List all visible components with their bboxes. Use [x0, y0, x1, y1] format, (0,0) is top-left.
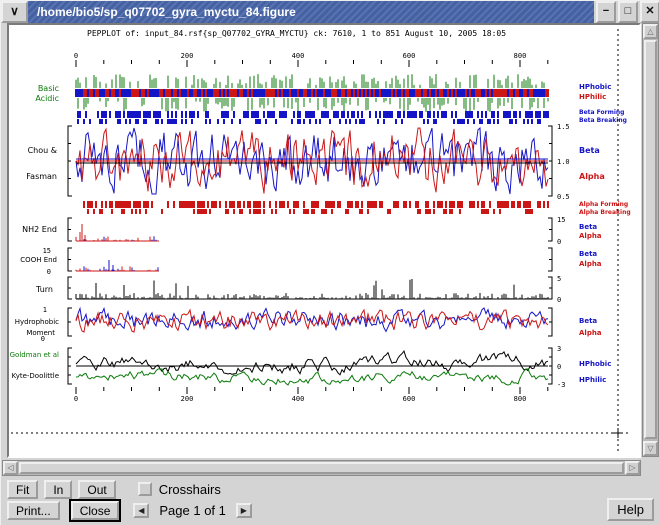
label-alpha-2: Alpha	[579, 232, 602, 240]
top-axis-tick-600: 600	[403, 52, 416, 60]
window-title: /home/bio5/sp_q07702_gyra_myctu_84.figur…	[28, 1, 594, 23]
scroll-down-button[interactable]: ▽	[643, 441, 658, 456]
maximize-button[interactable]: □	[618, 1, 638, 23]
kd-axis-mid: 0	[557, 363, 561, 371]
plot-canvas[interactable]: PEPPLOT of: input_84.rsf{sp_Q07702_GYRA_…	[7, 23, 641, 458]
next-page-button[interactable]: ▶	[235, 503, 252, 518]
maximize-icon: □	[624, 5, 632, 17]
label-turn: Turn	[35, 285, 53, 294]
label-hphilic-top: HPhilic	[579, 93, 606, 101]
triangle-right-icon: ▷	[629, 463, 636, 472]
label-basic: Basic	[38, 84, 59, 93]
scroll-up-button[interactable]: △	[643, 24, 658, 39]
label-kyte: Kyte-Doolittle	[12, 372, 59, 380]
label-cooh-end: COOH End	[20, 256, 57, 264]
horizontal-scrollbar[interactable]: ◁ ▷	[2, 460, 641, 476]
help-button[interactable]: Help	[607, 498, 654, 521]
scroll-left-button[interactable]: ◁	[3, 461, 18, 475]
bottom-axis-tick-800: 800	[514, 395, 527, 403]
close-button[interactable]: Close	[70, 501, 120, 520]
nh2-axis-top: 15	[557, 216, 565, 224]
label-alpha-3: Alpha	[579, 260, 602, 268]
bottom-axis-tick-600: 600	[403, 395, 416, 403]
label-hphobic-top: HPhobic	[579, 83, 611, 91]
page-controls-row: Print... Close ◀ Page 1 of 1 ▶	[7, 500, 256, 521]
label-beta-breaking: Beta Breaking	[579, 117, 627, 124]
label-fasman: Fasman	[26, 172, 57, 181]
label-beta-2: Beta	[579, 223, 597, 231]
turn-axis-top: 5	[557, 275, 561, 283]
zoom-out-button[interactable]: Out	[78, 479, 116, 499]
axis-ticks	[75, 60, 549, 394]
nh2-axis-bottom: 0	[557, 238, 561, 246]
titlebar[interactable]: ∨ /home/bio5/sp_q07702_gyra_myctu_84.fig…	[1, 1, 659, 23]
label-alpha-4: Alpha	[579, 329, 602, 337]
print-button[interactable]: Print...	[7, 501, 60, 520]
prev-page-button[interactable]: ◀	[133, 503, 150, 518]
vertical-scrollbar-thumb[interactable]	[644, 40, 657, 439]
plot-header: PEPPLOT of: input_84.rsf{sp_Q07702_GYRA_…	[87, 29, 506, 38]
top-axis-tick-200: 200	[181, 52, 194, 60]
label-hphobic-bottom: HPhobic	[579, 360, 611, 368]
plot-tracks	[75, 74, 549, 386]
minimize-icon: −	[602, 5, 610, 17]
label-hphilic-bottom: HPhilic	[579, 376, 606, 384]
horizontal-scrollbar-thumb[interactable]	[19, 462, 624, 474]
crosshairs-label: Crosshairs	[158, 481, 221, 497]
chevron-down-icon: ∨	[10, 4, 19, 18]
label-hydrophobic: Hydrophobic	[15, 318, 59, 326]
hyd-axis-bottom: 0	[41, 335, 45, 343]
top-axis-tick-0: 0	[74, 52, 78, 60]
label-beta-1: Beta	[579, 146, 600, 155]
label-beta-3: Beta	[579, 250, 597, 258]
page-prev-icon: ◀	[138, 505, 145, 515]
label-beta-forming: Beta Forming	[579, 109, 624, 116]
triangle-up-icon: △	[647, 26, 654, 36]
label-alpha-1: Alpha	[579, 172, 605, 181]
cf-axis-bottom: 0.5	[557, 193, 570, 201]
label-chou: Chou &	[28, 146, 57, 155]
label-acidic: Acidic	[35, 94, 59, 103]
label-moment: Moment	[26, 329, 55, 337]
close-window-button[interactable]: ✕	[640, 1, 659, 23]
hyd-axis-top: 1	[43, 306, 47, 314]
bottom-axis-tick-0: 0	[74, 395, 78, 403]
turn-axis-bottom: 0	[557, 296, 561, 304]
axis-brackets	[67, 125, 553, 385]
kd-axis-bottom: -3	[557, 381, 565, 389]
cooh-axis-bottom: 0	[47, 268, 51, 276]
zoom-in-button[interactable]: In	[44, 479, 73, 499]
zoom-controls-row: Fit In Out Crosshairs	[7, 479, 221, 499]
page-boundary-dashes	[11, 29, 629, 452]
bottom-axis-tick-400: 400	[292, 395, 305, 403]
top-axis-tick-400: 400	[292, 52, 305, 60]
cf-axis-mid: 1.0	[557, 158, 570, 166]
label-beta-4: Beta	[579, 317, 597, 325]
vertical-scrollbar[interactable]: △ ▽	[642, 23, 659, 457]
minimize-button[interactable]: −	[596, 1, 616, 23]
window-menu-button[interactable]: ∨	[1, 1, 28, 23]
scroll-right-button[interactable]: ▷	[625, 461, 640, 475]
top-axis-tick-800: 800	[514, 52, 527, 60]
label-alpha-breaking: Alpha Breaking	[579, 209, 631, 216]
bottom-axis-tick-200: 200	[181, 395, 194, 403]
fit-button[interactable]: Fit	[7, 479, 39, 499]
triangle-left-icon: ◁	[7, 463, 14, 472]
triangle-down-icon: ▽	[647, 443, 654, 453]
pepplot-figure[interactable]: PEPPLOT of: input_84.rsf{sp_Q07702_GYRA_…	[9, 25, 639, 456]
crosshairs-checkbox[interactable]	[137, 482, 152, 496]
cooh-axis-top: 15	[43, 247, 51, 255]
label-alpha-forming: Alpha Forming	[579, 201, 628, 208]
kd-axis-top: 3	[557, 345, 561, 353]
page-next-icon: ▶	[240, 505, 247, 515]
cf-axis-top: 1.5	[557, 123, 570, 131]
label-goldman: Goldman et al	[10, 351, 59, 359]
close-icon: ✕	[645, 5, 655, 17]
label-nh2-end: NH2 End	[22, 225, 57, 234]
page-indicator: Page 1 of 1	[159, 503, 226, 518]
